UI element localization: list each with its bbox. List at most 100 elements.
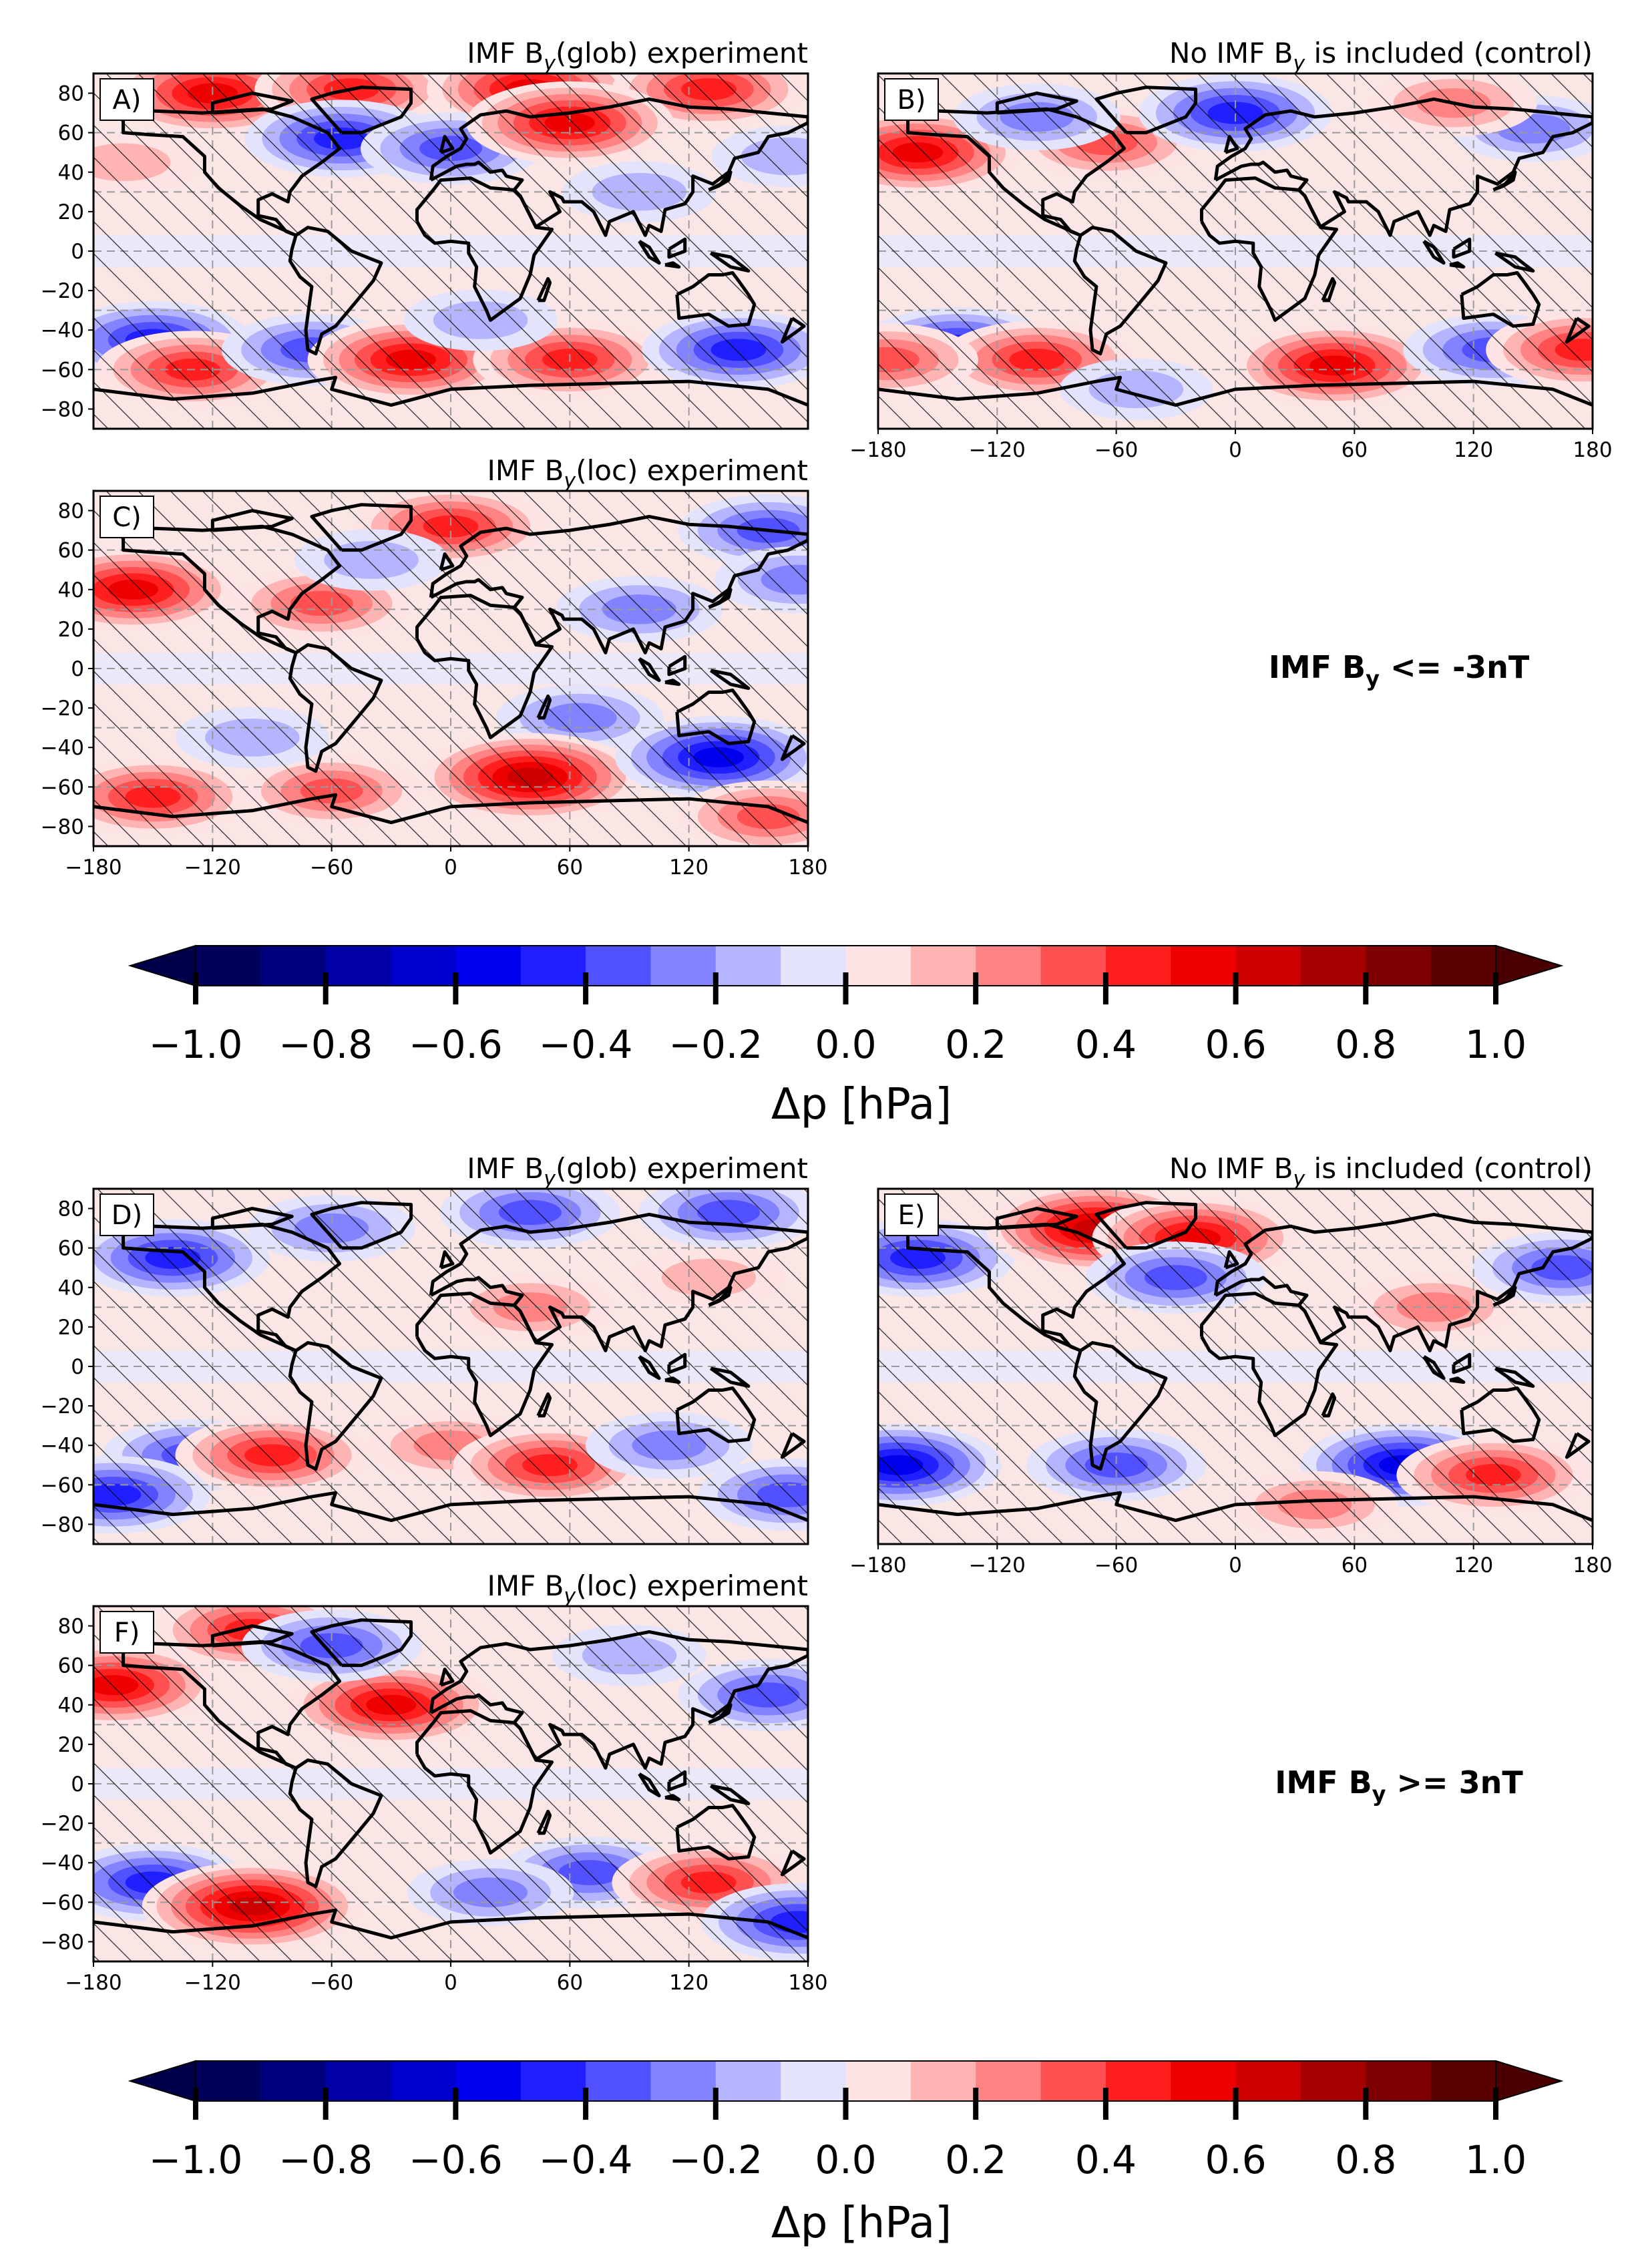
panel-f-title-rest: (loc) experiment [576, 1569, 808, 1602]
panel-c-coast-13 [439, 552, 455, 572]
panel-a-coast-1 [288, 226, 383, 356]
panel-d-coast-3 [429, 1212, 808, 1352]
panel-b-xtick-label: −120 [969, 438, 1026, 462]
panel-a-ytick-label: 40 [58, 161, 84, 185]
panel-d-coast-0 [122, 1222, 342, 1352]
panel-a-ytick-label: −80 [41, 397, 84, 421]
colorbar-top: −1.0 −0.8 −0.6 −0.4 −0.2 0.0 0.2 0.4 0.6 0.8 1.0 [128, 944, 1564, 1067]
panel-d: D) IMF By(glob) experiment 80 60 40 20 0 −20 −40… [41, 1152, 809, 1545]
panel-c-coast-6 [93, 793, 808, 825]
colorbar-top-swatch-10 [845, 946, 911, 986]
panel-d-ytick-label: −60 [41, 1473, 84, 1497]
colorbar-bottom-swatch-2 [325, 2061, 391, 2101]
panel-b-field [878, 73, 1593, 429]
panel-e-coast-0 [906, 1222, 1127, 1352]
panel-f-title-main: IMF B [487, 1569, 564, 1602]
colorbar-bottom-extend-low [128, 2060, 196, 2102]
panel-c-title: IMF By(loc) experiment [487, 454, 808, 493]
panel-a-hatching [93, 73, 808, 429]
panel-e-hatching [878, 1189, 1593, 1544]
colorbar-top-extend-high [1495, 944, 1564, 987]
panel-b-coast-6 [878, 375, 1593, 407]
panel-c-coastlines [93, 503, 808, 825]
panel-a-title: IMF By(glob) experiment [467, 37, 808, 75]
panel-f-xtick-label: −120 [184, 1971, 241, 1995]
panel-a-ytick-label: 80 [58, 82, 84, 106]
panel-e-coast-11 [1492, 1286, 1517, 1307]
colorbar-top-swatch-8 [715, 946, 781, 986]
colorbar-top-swatch-2 [325, 946, 391, 986]
panel-b-coast-7 [1422, 240, 1446, 265]
panel-a-coast-0 [122, 107, 342, 237]
panel-d-coast-12 [536, 1392, 552, 1418]
panel-d-ytick-label: −20 [41, 1394, 84, 1419]
panel-f-ytick-label: 0 [71, 1772, 84, 1797]
panel-c-ytick-label: 40 [58, 578, 84, 602]
panel-e-xtick-label: 0 [1229, 1553, 1242, 1577]
panel-a-field [93, 73, 808, 429]
panel-d-coast-10 [709, 1366, 751, 1388]
panel-c-coast-11 [708, 588, 733, 609]
panel-d-title-main: IMF B [467, 1152, 544, 1185]
panel-c-ytick-label: −80 [41, 815, 84, 839]
colorbar-top-swatch-15 [1171, 946, 1237, 986]
colorbar-bottom-swatch-5 [520, 2061, 586, 2101]
panel-c-coast-12 [536, 694, 552, 720]
panel-c-coast-3 [429, 514, 808, 654]
panel-f-ytick-label: 40 [58, 1694, 84, 1718]
panel-b-coastlines [878, 85, 1593, 407]
panel-c-coast-0 [122, 524, 342, 654]
panel-c-label-box [99, 496, 154, 538]
panel-d-coast-13 [439, 1250, 455, 1270]
panel-b-title-main: No IMF B [1169, 37, 1293, 69]
panel-e-title-sub: y [1292, 1167, 1305, 1191]
panel-e-coast-14 [995, 1207, 1078, 1230]
panel-c-xtick-label: 120 [669, 856, 708, 880]
panel-f-ytick-label: 20 [58, 1733, 84, 1757]
panel-c-hatching [93, 491, 808, 846]
panel-f-hatching [93, 1606, 808, 1961]
panel-d-ytick-label: 80 [58, 1197, 84, 1221]
colorbar-bottom-swatch-17 [1300, 2061, 1366, 2101]
panel-c-ytick-label: 0 [71, 657, 84, 681]
panel-e-coast-9 [1452, 1352, 1472, 1374]
panel-a-coast-3 [429, 97, 808, 237]
panel-f-xtick-label: −180 [65, 1971, 122, 1995]
panel-a-ytick-label: 0 [71, 240, 84, 264]
colorbar-top-tick-label: 0.6 [1205, 1022, 1266, 1067]
panel-f-ytick-label: −20 [41, 1812, 84, 1836]
panel-d-coast-5 [310, 1201, 413, 1250]
panel-d-title: IMF By(glob) experiment [467, 1152, 808, 1191]
panel-f-coast-3 [429, 1630, 808, 1770]
panel-e-coast-1 [1072, 1341, 1168, 1471]
panel-f-coast-12 [536, 1809, 552, 1835]
colorbar-top-tick-label: −0.8 [278, 1022, 373, 1067]
panel-f-xtick-label: 180 [788, 1971, 827, 1995]
colorbar-bottom-swatch-19 [1430, 2061, 1496, 2101]
panel-b-title-rest: is included (control) [1305, 37, 1593, 69]
panel-e-coast-3 [1213, 1212, 1593, 1352]
panel-a-coast-13 [439, 135, 455, 154]
panel-b-coast-13 [1223, 135, 1239, 154]
panel-c-coast-10 [709, 669, 751, 691]
panel-e: E) No IMF By is included (control) −180 −12… [849, 1152, 1612, 1577]
panel-d-field [93, 1189, 808, 1544]
colorbar-bottom-swatch-14 [1105, 2061, 1171, 2101]
colorbar-bottom-swatch-1 [260, 2061, 327, 2101]
panel-d-coast-9 [667, 1352, 687, 1374]
panel-e-coast-15 [1565, 1432, 1591, 1459]
panel-b-coast-15 [1565, 317, 1591, 344]
panel-f-xtick-label: 120 [669, 1971, 708, 1995]
panel-a-ytick-label: −60 [41, 358, 84, 382]
panel-f-title: IMF By(loc) experiment [487, 1569, 808, 1608]
colorbar-top-tick-label: 0.8 [1335, 1022, 1396, 1067]
colorbar-top-swatch-5 [520, 946, 586, 986]
panel-f-coast-13 [439, 1668, 455, 1687]
panel-c: C) IMF By(loc) experiment 80 60 40 20 0 −20 −40 −… [41, 454, 828, 880]
panel-b-coast-0 [906, 107, 1127, 237]
panel-d-title-sub: y [543, 1167, 556, 1191]
panel-d-label: D) [112, 1200, 142, 1231]
colorbar-top-swatch-17 [1300, 946, 1366, 986]
panel-a-coast-14 [210, 91, 294, 115]
panel-e-coast-6 [878, 1491, 1593, 1523]
